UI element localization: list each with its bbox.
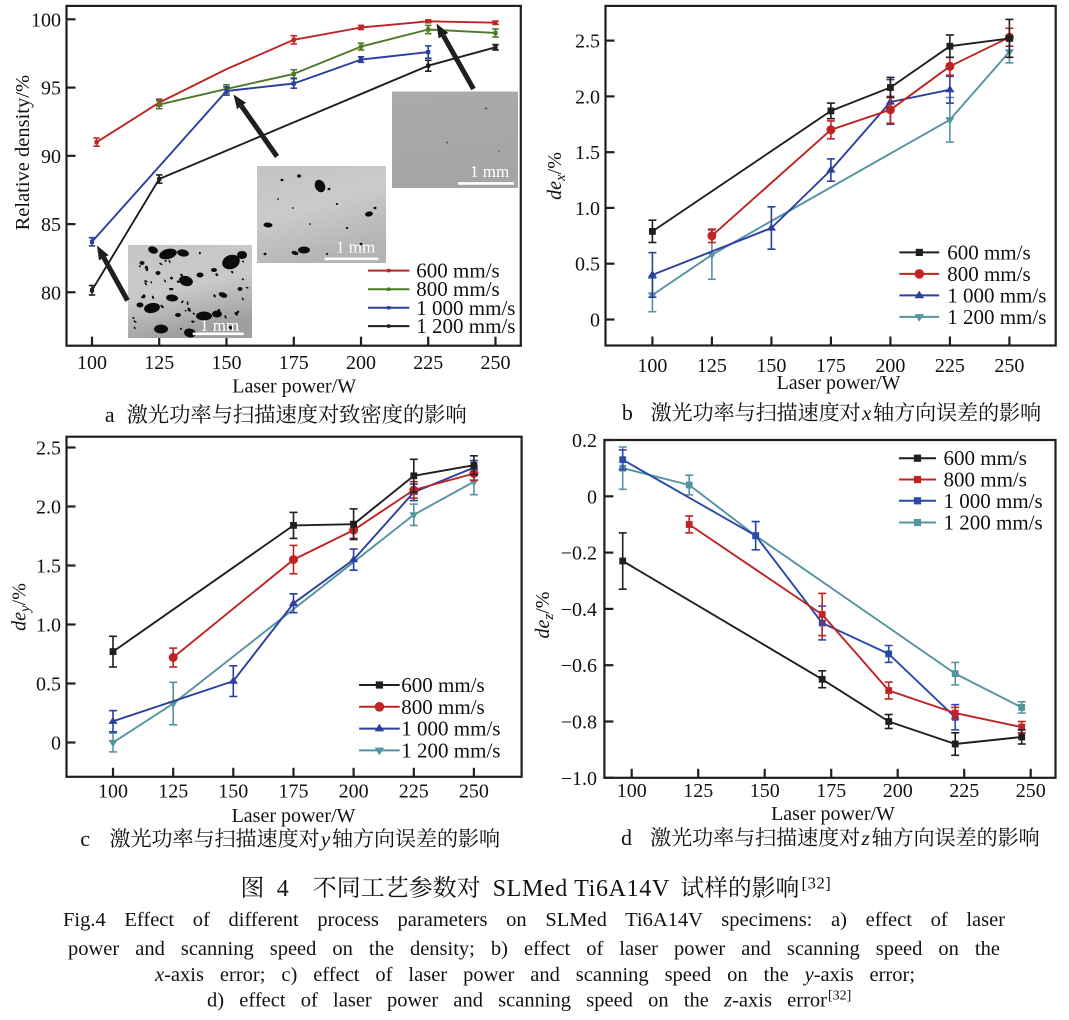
svg-text:600 mm/s: 600 mm/s <box>416 259 499 283</box>
svg-text:100: 100 <box>77 352 107 374</box>
svg-text:150: 150 <box>756 355 786 377</box>
svg-text:Laser power/W: Laser power/W <box>771 803 895 825</box>
svg-text:Fig.4 Effect of different proc: Fig.4 Effect of different process parame… <box>63 909 1005 931</box>
svg-text:250: 250 <box>1016 780 1046 802</box>
svg-text:1 200 mm/s: 1 200 mm/s <box>947 305 1046 329</box>
svg-text:dey/%: dey/% <box>9 583 34 631</box>
svg-text:c: c <box>80 826 90 851</box>
svg-text:100: 100 <box>98 781 128 803</box>
svg-text:−0.2: −0.2 <box>561 543 597 565</box>
svg-text:125: 125 <box>697 355 727 377</box>
svg-text:200: 200 <box>883 780 913 802</box>
svg-text:100: 100 <box>31 9 61 31</box>
svg-text:[32]: [32] <box>802 874 832 893</box>
svg-text:0: 0 <box>51 733 61 755</box>
svg-text:x-axis error; c) effect of las: x-axis error; c) effect of laser power a… <box>154 964 915 986</box>
svg-text:150: 150 <box>212 352 242 374</box>
svg-text:power and scanning speed on th: power and scanning speed on the density;… <box>68 938 1000 960</box>
svg-text:125: 125 <box>158 781 188 803</box>
svg-text:SLMed Ti6A14V: SLMed Ti6A14V <box>493 876 670 902</box>
svg-text:d: d <box>621 825 632 850</box>
svg-text:175: 175 <box>279 352 309 374</box>
svg-text:0.5: 0.5 <box>575 254 600 276</box>
svg-text:80: 80 <box>41 282 61 304</box>
svg-text:d) effect of laser power and s: d) effect of laser power and scanning sp… <box>207 990 827 1012</box>
svg-text:2.0: 2.0 <box>575 86 600 108</box>
svg-text:1.5: 1.5 <box>36 556 61 578</box>
svg-text:1 000 mm/s: 1 000 mm/s <box>416 296 515 320</box>
svg-text:225: 225 <box>935 355 965 377</box>
svg-text:250: 250 <box>459 781 489 803</box>
svg-text:150: 150 <box>750 780 780 802</box>
svg-text:95: 95 <box>41 78 61 100</box>
svg-text:1.5: 1.5 <box>575 142 600 164</box>
svg-text:100: 100 <box>617 780 647 802</box>
svg-text:2.0: 2.0 <box>36 497 61 519</box>
svg-text:225: 225 <box>949 780 979 802</box>
svg-text:1.0: 1.0 <box>575 198 600 220</box>
svg-text:1 mm: 1 mm <box>200 316 239 335</box>
svg-text:0.5: 0.5 <box>36 674 61 696</box>
svg-text:−1.0: −1.0 <box>561 768 597 790</box>
svg-text:800 mm/s: 800 mm/s <box>401 695 484 719</box>
svg-text:[32]: [32] <box>828 989 851 1004</box>
svg-text:1 000 mm/s: 1 000 mm/s <box>944 489 1043 513</box>
svg-text:250: 250 <box>994 355 1024 377</box>
svg-text:600 mm/s: 600 mm/s <box>944 446 1027 470</box>
svg-text:90: 90 <box>41 146 61 168</box>
svg-text:200: 200 <box>339 781 369 803</box>
svg-text:1 000 mm/s: 1 000 mm/s <box>401 717 500 741</box>
svg-text:a: a <box>105 402 115 427</box>
svg-text:175: 175 <box>816 780 846 802</box>
svg-text:800 mm/s: 800 mm/s <box>944 468 1027 492</box>
svg-text:2.5: 2.5 <box>36 438 61 460</box>
svg-text:x: x <box>861 401 872 425</box>
svg-text:z: z <box>861 826 870 850</box>
svg-text:600 mm/s: 600 mm/s <box>947 240 1030 264</box>
svg-text:175: 175 <box>279 781 309 803</box>
svg-text:0: 0 <box>590 310 600 332</box>
svg-text:0.2: 0.2 <box>572 430 597 452</box>
svg-text:y: y <box>319 827 331 851</box>
svg-text:−0.8: −0.8 <box>561 712 597 734</box>
svg-text:1 mm: 1 mm <box>470 162 509 181</box>
svg-text:100: 100 <box>637 355 667 377</box>
svg-text:250: 250 <box>481 352 511 374</box>
svg-text:175: 175 <box>816 355 846 377</box>
svg-text:1 000 mm/s: 1 000 mm/s <box>947 283 1046 307</box>
svg-text:1 200 mm/s: 1 200 mm/s <box>416 314 515 338</box>
svg-text:1 200 mm/s: 1 200 mm/s <box>401 738 500 762</box>
svg-text:Laser power/W: Laser power/W <box>232 805 356 827</box>
svg-text:4: 4 <box>277 876 289 902</box>
svg-text:200: 200 <box>346 352 376 374</box>
svg-text:Laser power/W: Laser power/W <box>777 372 901 394</box>
svg-text:800 mm/s: 800 mm/s <box>416 277 499 301</box>
svg-text:85: 85 <box>41 214 61 236</box>
svg-text:−0.4: −0.4 <box>561 599 597 621</box>
svg-text:200: 200 <box>875 355 905 377</box>
svg-text:150: 150 <box>218 781 248 803</box>
svg-text:−0.6: −0.6 <box>561 655 597 677</box>
svg-text:Laser power/W: Laser power/W <box>232 375 356 397</box>
svg-text:1 mm: 1 mm <box>336 238 375 257</box>
svg-text:b: b <box>622 400 633 425</box>
svg-text:dex/%: dex/% <box>544 152 569 200</box>
svg-text:2.5: 2.5 <box>575 31 600 53</box>
svg-text:125: 125 <box>683 780 713 802</box>
svg-text:225: 225 <box>399 781 429 803</box>
svg-text:1 200 mm/s: 1 200 mm/s <box>944 511 1043 535</box>
svg-text:dez/%: dez/% <box>532 592 557 639</box>
svg-text:Relative density/%: Relative density/% <box>12 75 34 230</box>
svg-text:0: 0 <box>587 486 597 508</box>
svg-text:225: 225 <box>413 352 443 374</box>
svg-text:800 mm/s: 800 mm/s <box>947 262 1030 286</box>
svg-text:125: 125 <box>144 352 174 374</box>
svg-text:1.0: 1.0 <box>36 615 61 637</box>
svg-text:600 mm/s: 600 mm/s <box>401 673 484 697</box>
